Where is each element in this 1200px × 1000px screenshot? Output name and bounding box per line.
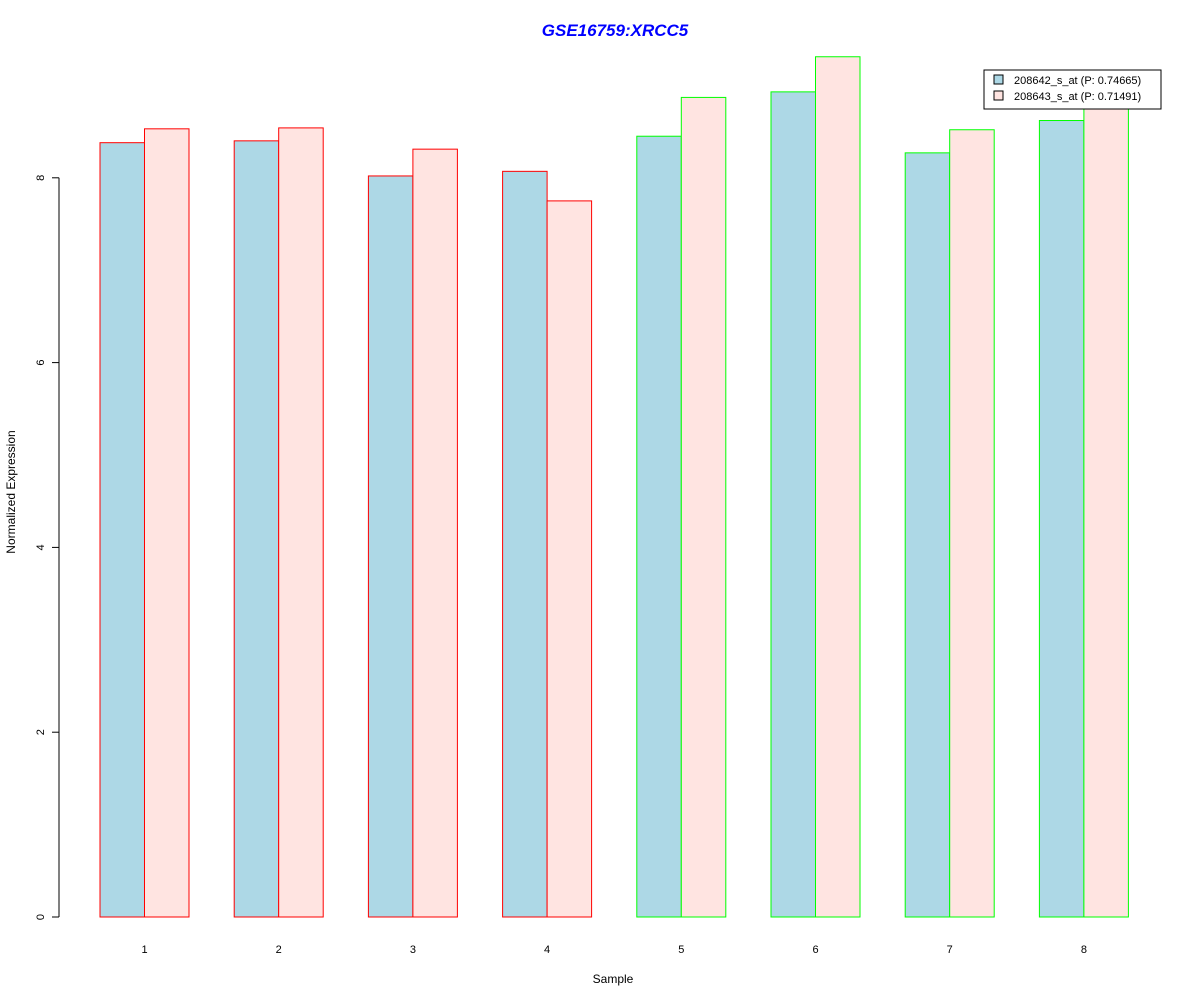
bar-sample-5-series-1	[636, 135, 682, 918]
y-axis: 0 2 4 6 8	[35, 175, 60, 920]
bar-sample-6-series-1	[770, 91, 816, 918]
bar-sample-7-series-1	[904, 152, 951, 918]
bar-sample-7-series-2	[949, 129, 995, 918]
legend-label: 208643_s_at (P: 0.71491)	[1014, 91, 1141, 103]
bar-sample-4-series-1	[502, 170, 548, 918]
y-tick-label: 0	[35, 914, 47, 920]
bars-layer	[99, 56, 1129, 918]
bar-sample-2-series-1	[233, 140, 280, 918]
x-tick-label: 8	[1081, 944, 1087, 956]
x-tick-label: 2	[276, 944, 282, 956]
y-tick-label: 6	[35, 360, 47, 366]
legend-box	[983, 69, 1162, 110]
x-axis: 1 2 3 4 5 6 7 8	[141, 944, 1087, 956]
bar-sample-3-series-2	[412, 148, 458, 918]
x-tick-label: 6	[812, 944, 818, 956]
bar-sample-1-series-2	[144, 128, 190, 918]
y-tick-label: 8	[35, 175, 47, 181]
x-tick-label: 1	[141, 944, 147, 956]
legend: 208642_s_at (P: 0.74665) 208643_s_at (P: …	[983, 69, 1162, 110]
y-axis-title: Normalized Expression	[4, 430, 18, 553]
y-tick-label: 2	[35, 729, 47, 735]
bar-sample-4-series-2	[546, 200, 593, 918]
legend-swatch	[993, 90, 1004, 101]
bar-sample-5-series-2	[680, 96, 727, 918]
x-axis-title: Sample	[593, 972, 634, 986]
chart-title: GSE16759:XRCC5	[542, 21, 689, 40]
x-tick-label: 3	[410, 944, 416, 956]
x-tick-label: 4	[544, 944, 550, 956]
bar-sample-6-series-2	[815, 56, 861, 918]
legend-label: 208642_s_at (P: 0.74665)	[1014, 75, 1141, 87]
bar-sample-2-series-2	[278, 127, 324, 918]
bar-sample-8-series-1	[1038, 120, 1085, 918]
bar-sample-3-series-1	[367, 175, 414, 918]
x-tick-label: 5	[678, 944, 684, 956]
x-tick-label: 7	[947, 944, 953, 956]
bar-sample-8-series-2	[1083, 105, 1129, 918]
bar-sample-1-series-1	[99, 142, 145, 918]
y-tick-label: 4	[35, 544, 47, 550]
legend-swatch	[993, 74, 1004, 85]
